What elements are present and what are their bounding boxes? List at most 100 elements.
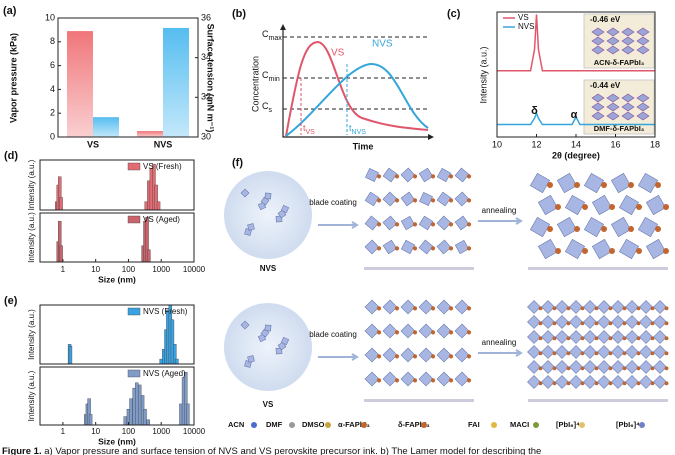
- octahedron: [454, 191, 470, 207]
- peak-annotation: α: [571, 109, 578, 121]
- cation: [448, 354, 454, 359]
- octahedron: [400, 323, 416, 339]
- octahedron: [597, 330, 611, 344]
- octahedron: [653, 375, 667, 389]
- x-tick-label: 14: [571, 139, 581, 149]
- octahedron: [653, 330, 667, 344]
- cation: [664, 366, 669, 371]
- octahedron: [275, 347, 283, 355]
- octahedron: [400, 371, 416, 387]
- cation: [655, 182, 661, 188]
- octahedron: [569, 375, 583, 389]
- legend-icon: [579, 422, 585, 428]
- octahedron: [454, 299, 470, 315]
- octahedron: [611, 375, 625, 389]
- octahedron: [400, 215, 416, 231]
- caption: Figure 1. a) Vapor pressure and surface …: [2, 446, 541, 455]
- y2-tick-label: 32: [201, 92, 211, 102]
- substrate: [528, 399, 668, 402]
- cation: [376, 174, 382, 179]
- octahedron: [529, 172, 551, 194]
- cation: [628, 182, 634, 188]
- cation: [664, 336, 669, 341]
- octahedron: [382, 239, 398, 255]
- legend-swatch: [127, 162, 141, 171]
- inset-lattice: [621, 36, 635, 46]
- cation: [412, 198, 418, 203]
- cation: [466, 246, 472, 251]
- cation: [376, 306, 382, 311]
- y2-axis-label: Surface tension (mN m⁻¹): [206, 24, 216, 133]
- octahedron: [280, 204, 290, 214]
- octahedron: [527, 345, 541, 359]
- octahedron: [382, 167, 398, 183]
- x-axis-label: Size (nm): [98, 274, 136, 284]
- x-tick-label: VS: [87, 139, 99, 149]
- peak-annotation: δ: [531, 105, 538, 117]
- series-line: [497, 14, 655, 72]
- plot-frame: [39, 304, 195, 365]
- octahedron: [653, 315, 667, 329]
- octahedron: [240, 320, 250, 330]
- octahedron: [645, 238, 667, 260]
- level-label-base: C: [262, 29, 269, 39]
- octahedron: [436, 347, 452, 363]
- curve-label: VS: [331, 48, 345, 59]
- octahedron: [382, 347, 398, 363]
- legend-label: DMSO: [302, 420, 325, 429]
- cation: [466, 378, 472, 383]
- cation: [412, 174, 418, 179]
- octahedron: [541, 360, 555, 374]
- x-tick-label: 18: [650, 139, 660, 149]
- octahedron: [418, 323, 434, 339]
- step-label: blade coating: [309, 198, 357, 207]
- plot-frame: [39, 159, 195, 211]
- x-axis-label: 2θ (degree): [552, 150, 600, 160]
- x-tick-label: 100: [122, 427, 136, 436]
- cation: [555, 204, 561, 210]
- legend-icon: [533, 422, 539, 428]
- panel-label: (c): [447, 8, 461, 20]
- y-tick-label: 4: [50, 84, 55, 94]
- octahedron: [625, 360, 639, 374]
- octahedron: [555, 360, 569, 374]
- y-axis-label: Vapor pressure (kPa): [8, 33, 18, 123]
- octahedron: [382, 191, 398, 207]
- plot-frame: [39, 212, 195, 263]
- bar: [93, 117, 119, 137]
- histogram-bar: [143, 408, 147, 426]
- octahedron: [436, 371, 452, 387]
- octahedron: [527, 315, 541, 329]
- octahedron: [639, 315, 653, 329]
- ink-drop: [224, 303, 312, 391]
- octahedron: [400, 347, 416, 363]
- octahedron: [418, 371, 434, 387]
- legend-icon: [361, 422, 367, 428]
- y2-tick-label: 30: [201, 131, 211, 141]
- legend-label: δ-FAPbI₃: [398, 420, 430, 429]
- octahedron: [454, 323, 470, 339]
- octahedron: [639, 330, 653, 344]
- arrow: [318, 353, 359, 361]
- y-axis-label: Intensity (a.u.): [478, 46, 488, 103]
- octahedron: [541, 315, 555, 329]
- x-tick-label: 10000: [183, 427, 206, 436]
- octahedron: [597, 300, 611, 314]
- inset-lattice: [636, 45, 650, 55]
- octahedron: [418, 239, 434, 255]
- octahedron: [400, 239, 416, 255]
- time-label: tNVS: [349, 123, 366, 135]
- octahedron: [364, 215, 380, 231]
- panel-label: (e): [4, 295, 18, 307]
- x-axis-label: Size (nm): [98, 436, 136, 446]
- histogram-bar: [88, 414, 93, 426]
- cation: [376, 198, 382, 203]
- octahedron: [382, 323, 398, 339]
- cation: [574, 226, 580, 232]
- octahedron: [527, 300, 541, 314]
- octahedron: [247, 355, 255, 363]
- octahedron: [418, 215, 434, 231]
- octahedron: [625, 375, 639, 389]
